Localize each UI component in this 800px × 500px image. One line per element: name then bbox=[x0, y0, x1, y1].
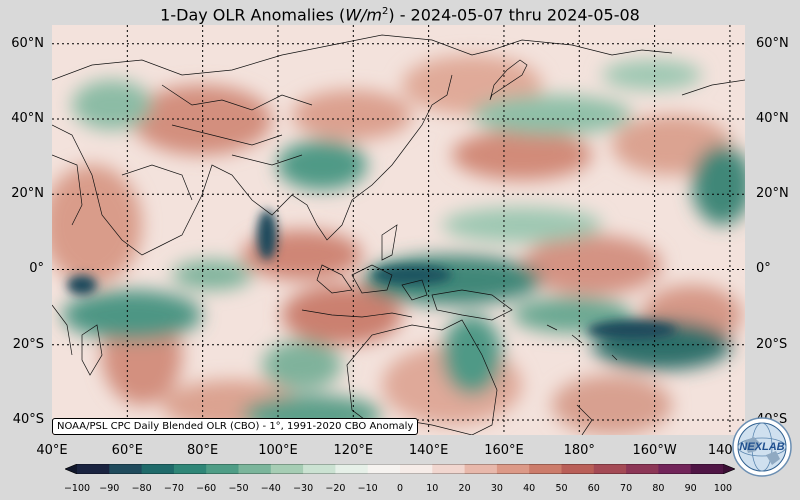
latitude-label-left: 0° bbox=[29, 261, 44, 277]
latitude-label-right: 0° bbox=[756, 261, 771, 277]
map-title: 1-Day OLR Anomalies (W/m2) - 2024-05-07 … bbox=[160, 5, 640, 25]
longitude-label: 100°E bbox=[258, 443, 298, 458]
colorbar-tick-label: 40 bbox=[523, 483, 536, 494]
colorbar-tick-label: −90 bbox=[99, 483, 120, 494]
anomaly-field bbox=[52, 55, 745, 435]
longitude-label: 140°E bbox=[408, 443, 449, 458]
colorbar-extend-min bbox=[65, 464, 77, 474]
longitude-label: 160°W bbox=[632, 443, 677, 458]
colorbar-segment bbox=[464, 464, 498, 474]
latitude-label-left: 60°N bbox=[11, 35, 44, 51]
colorbar-segment bbox=[109, 464, 143, 474]
longitude-label: 80°E bbox=[187, 443, 219, 458]
data-source-label: NOAA/PSL CPC Daily Blended OLR (CBO) - 1… bbox=[52, 418, 419, 435]
colorbar-tick-label: 80 bbox=[652, 483, 665, 494]
colorbar-segment bbox=[173, 464, 207, 474]
colorbar-segment bbox=[206, 464, 239, 474]
colorbar-segment bbox=[367, 464, 401, 474]
colorbar-segment bbox=[496, 464, 530, 474]
latitude-label-left: 40°N bbox=[11, 111, 44, 127]
colorbar-segment bbox=[238, 464, 272, 474]
colorbar-segment bbox=[561, 464, 595, 474]
colorbar-segment bbox=[270, 464, 304, 474]
colorbar-tick-label: −40 bbox=[260, 483, 281, 494]
olr-anomaly-map bbox=[52, 25, 745, 435]
colorbar-tick-label: 60 bbox=[587, 483, 600, 494]
colorbar-segment bbox=[690, 464, 724, 474]
colorbar-segment bbox=[141, 464, 175, 474]
latitude-label-right: 60°N bbox=[756, 35, 789, 51]
colorbar-segment bbox=[335, 464, 369, 474]
longitude-label: 180° bbox=[563, 443, 595, 458]
latitude-label-right: 20°N bbox=[756, 186, 789, 202]
colorbar-tick-label: 50 bbox=[555, 483, 568, 494]
colorbar-tick-label: 0 bbox=[396, 483, 404, 494]
colorbar-tick-label: −100 bbox=[63, 483, 91, 494]
nexlab-globe-logo: NEXLAB bbox=[732, 417, 792, 477]
colorbar-segment bbox=[432, 464, 466, 474]
colorbar-segment bbox=[303, 464, 336, 474]
colorbar-segment bbox=[626, 464, 659, 474]
colorbar-tick-label: −70 bbox=[163, 483, 184, 494]
colorbar-tick-label: −10 bbox=[357, 483, 378, 494]
latitude-label-left: 40°S bbox=[12, 411, 44, 427]
longitude-label: 60°E bbox=[111, 443, 143, 458]
colorbar-tick-label: −50 bbox=[228, 483, 249, 494]
colorbar-tick-label: 100 bbox=[713, 483, 733, 494]
latitude-label-right: 20°S bbox=[756, 336, 788, 352]
colorbar-segment bbox=[658, 464, 692, 474]
longitude-label: 160°E bbox=[484, 443, 524, 458]
colorbar bbox=[65, 464, 735, 474]
logo-text: NEXLAB bbox=[739, 441, 784, 453]
latitude-label-left: 20°N bbox=[11, 186, 44, 202]
coastlines bbox=[52, 34, 745, 435]
colorbar-tick-label: 90 bbox=[684, 483, 697, 494]
colorbar-tick-label: 30 bbox=[490, 483, 503, 494]
colorbar-segment bbox=[400, 464, 433, 474]
colorbar-segment bbox=[529, 464, 562, 474]
colorbar-tick-label: −20 bbox=[325, 483, 346, 494]
colorbar-tick-label: 70 bbox=[620, 483, 633, 494]
colorbar-segment bbox=[593, 464, 627, 474]
longitude-label: 40°E bbox=[36, 443, 68, 458]
colorbar-segment bbox=[77, 464, 110, 474]
latitude-label-left: 20°S bbox=[12, 336, 44, 352]
colorbar-tick-label: 20 bbox=[458, 483, 471, 494]
colorbar-extend-max bbox=[723, 464, 735, 474]
longitude-label: 120°E bbox=[333, 443, 374, 458]
colorbar-tick-label: 10 bbox=[426, 483, 439, 494]
latitude-label-right: 40°N bbox=[756, 111, 789, 127]
colorbar-tick-label: −80 bbox=[131, 483, 152, 494]
colorbar-tick-label: −30 bbox=[293, 483, 314, 494]
colorbar-tick-label: −60 bbox=[196, 483, 217, 494]
